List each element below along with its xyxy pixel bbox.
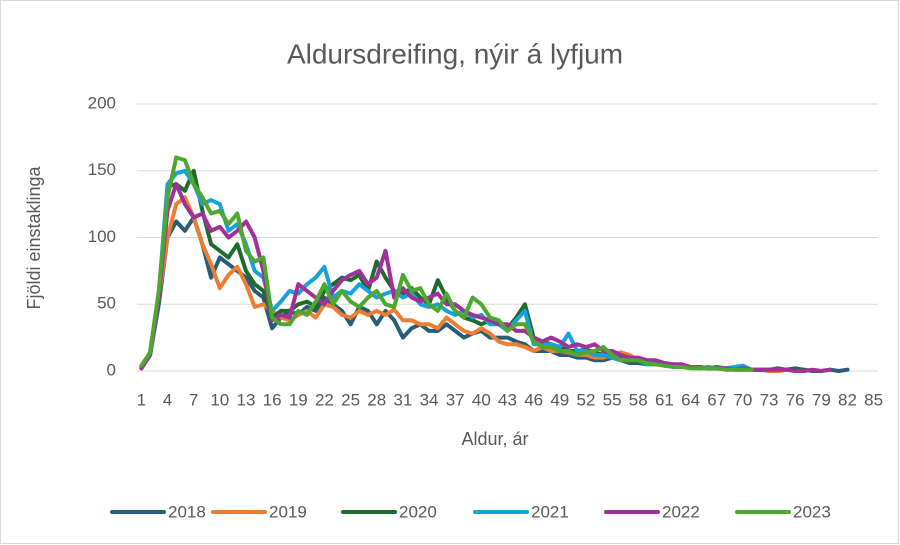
series-line	[139, 155, 754, 372]
x-tick-label: 46	[524, 390, 543, 409]
x-tick-label: 64	[681, 390, 700, 409]
x-tick-label: 82	[838, 390, 857, 409]
y-tick-label: 50	[97, 294, 116, 313]
x-tick-label: 13	[237, 390, 256, 409]
x-tick-label: 28	[367, 390, 386, 409]
x-tick-label: 67	[707, 390, 726, 409]
x-tick-label: 31	[393, 390, 412, 409]
x-tick-label: 73	[760, 390, 779, 409]
x-tick-label: 55	[603, 390, 622, 409]
x-tick-label: 85	[864, 390, 883, 409]
legend-label: 2018	[168, 502, 206, 521]
x-tick-label: 7	[189, 390, 198, 409]
x-tick-label: 19	[289, 390, 308, 409]
grid: 0 50 100 150 200 1 4 7 10 13 16 19 22 25 28 31 34 37 40 43 4…	[88, 93, 883, 409]
x-tick-label: 22	[315, 390, 334, 409]
x-tick-label: 1	[137, 390, 146, 409]
x-tick-label: 10	[210, 390, 229, 409]
legend-label: 2019	[269, 502, 307, 521]
legend-label: 2023	[793, 502, 831, 521]
x-tick-label: 34	[420, 390, 439, 409]
x-tick-label: 37	[446, 390, 465, 409]
x-tick-label: 25	[341, 390, 360, 409]
x-tick-label: 79	[812, 390, 831, 409]
y-tick-label: 150	[88, 160, 116, 179]
x-axis-title: Aldur, ár	[461, 429, 528, 449]
chart-title: Aldursdreifing, nýir á lyfjum	[287, 38, 623, 69]
legend-label: 2020	[399, 502, 437, 521]
x-tick-label: 43	[498, 390, 517, 409]
y-tick-label: 0	[107, 360, 116, 379]
legend: 2018 2019 2020 2021 2022 2023	[110, 502, 831, 521]
y-tick-label: 200	[88, 93, 116, 112]
plot-lines	[139, 155, 850, 373]
x-tick-label: 70	[733, 390, 752, 409]
x-tick-label: 58	[629, 390, 648, 409]
x-tick-label: 52	[576, 390, 595, 409]
x-tick-label: 49	[550, 390, 569, 409]
x-tick-label: 4	[163, 390, 172, 409]
x-tick-label: 61	[655, 390, 674, 409]
legend-label: 2022	[662, 502, 700, 521]
x-tick-label: 40	[472, 390, 491, 409]
x-tick-label: 76	[786, 390, 805, 409]
x-tick-label: 16	[263, 390, 282, 409]
legend-label: 2021	[531, 502, 569, 521]
y-tick-label: 100	[88, 227, 116, 246]
y-axis-title: Fjöldi einstaklinga	[24, 165, 44, 309]
